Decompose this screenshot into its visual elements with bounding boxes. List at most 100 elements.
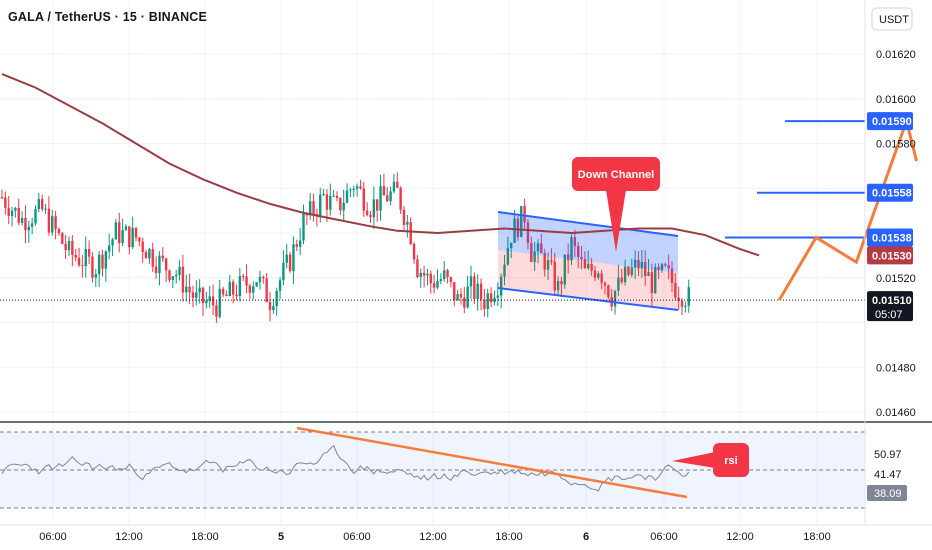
candle-body: [650, 272, 654, 294]
candle-body: [10, 210, 14, 216]
candle-body: [298, 240, 302, 247]
candle-body: [412, 244, 416, 260]
candle-body: [84, 248, 87, 267]
candle-body: [20, 217, 24, 223]
candle-body: [617, 277, 620, 291]
candle-body: [583, 259, 587, 269]
candle-body: [469, 276, 473, 287]
price-tick-label: 0.01620: [876, 49, 916, 61]
candle-body: [97, 254, 101, 275]
candle-body: [104, 251, 108, 269]
candle-body: [255, 282, 258, 287]
candle-body: [285, 254, 288, 263]
time-tick-label: 06:00: [343, 531, 371, 543]
candle-body: [510, 242, 513, 249]
candle-body: [476, 283, 479, 300]
candle-body: [231, 281, 235, 295]
candle-body: [225, 294, 228, 297]
candle-body: [242, 276, 245, 278]
candle-body: [295, 244, 298, 247]
down-channel-callout: [572, 157, 660, 191]
candle-body: [195, 292, 198, 298]
candle-body: [493, 297, 496, 303]
candle-body: [14, 207, 17, 211]
candle-body: [44, 208, 47, 210]
price-label-tag: [867, 228, 913, 247]
candle-body: [265, 278, 268, 302]
candle-body: [627, 266, 630, 275]
candle-body: [550, 260, 553, 262]
candle-body: [309, 201, 312, 216]
candle-body: [603, 282, 607, 286]
countdown-label: 05:07: [875, 309, 903, 321]
channel-lower-line: [497, 287, 679, 311]
time-axis: 06:00 12:00 18:00 5 06:00 12:00 18:00 6 06:00 12:…: [0, 524, 932, 543]
candle-body: [436, 281, 439, 288]
candle-body: [51, 216, 54, 233]
candle-body: [201, 287, 205, 304]
candle-body: [593, 270, 597, 278]
candle-body: [449, 277, 453, 283]
candle-body: [677, 297, 680, 302]
candle-body: [402, 209, 406, 225]
candle-body: [292, 244, 295, 271]
candle-body: [252, 286, 255, 293]
candle-body: [349, 189, 352, 191]
candle-body: [128, 226, 131, 248]
candle-body: [613, 290, 617, 307]
candle-body: [17, 207, 20, 223]
candle-body: [499, 276, 503, 296]
candle-body: [680, 301, 684, 307]
candle-body: [205, 300, 208, 304]
candle-body: [640, 262, 644, 269]
candle-body: [329, 195, 332, 210]
candle-body: [57, 229, 61, 234]
time-tick-label: 5: [278, 531, 284, 543]
chart-title: GALA / TetherUS · 15 · BINANCE: [8, 10, 208, 24]
candle-body: [111, 239, 114, 246]
rsi-callout-label: rsi: [724, 455, 737, 467]
candle-body: [272, 306, 275, 311]
candle-body: [362, 188, 365, 211]
candle-body: [473, 276, 476, 300]
price-tick-label: 0.01460: [876, 407, 916, 419]
candle-body: [221, 288, 225, 295]
candle-body: [235, 294, 238, 297]
candle-body: [158, 255, 161, 274]
candle-body: [141, 241, 144, 253]
candle-body: [208, 296, 211, 301]
rsi-line: [1, 426, 690, 499]
candle-body: [453, 282, 456, 301]
candle-body: [278, 280, 282, 291]
candle-body: [577, 245, 580, 258]
price-tick-label: 0.01520: [876, 273, 916, 285]
moving-average: [1, 73, 760, 257]
candle-body: [61, 233, 64, 244]
candle-body: [660, 264, 664, 271]
candle-body: [191, 292, 195, 298]
candle-body: [667, 265, 670, 269]
candle-body: [526, 222, 530, 244]
candle-body: [101, 254, 104, 269]
time-tick-label: 18:00: [191, 531, 219, 543]
candle-body: [198, 287, 201, 293]
candle-body: [161, 255, 164, 259]
candle-body: [446, 270, 449, 278]
candle-body: [523, 206, 526, 223]
price-label-tag: [867, 183, 913, 202]
candle-body: [580, 257, 583, 260]
candle-body: [560, 280, 563, 285]
candle-body: [211, 296, 215, 306]
candle-body: [600, 273, 603, 283]
candle-body: [556, 280, 560, 291]
candle-body: [546, 260, 550, 270]
candle-body: [533, 251, 536, 262]
price-tick-label: 0.01580: [876, 139, 916, 151]
time-tick-label: 18:00: [495, 531, 523, 543]
candle-body: [426, 273, 429, 276]
candle-body: [687, 287, 690, 306]
candle-body: [386, 195, 389, 202]
candle-body: [623, 266, 627, 283]
